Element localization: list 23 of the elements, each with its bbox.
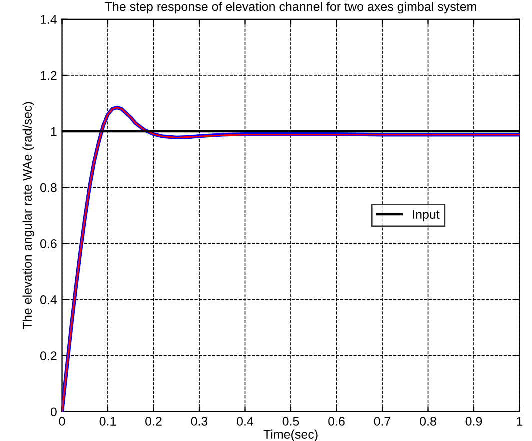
y-tick-label: 0 — [50, 408, 57, 417]
y-axis-title: The elevation angular rate WAe (rad/sec) — [22, 102, 34, 330]
x-axis-title: Time(sec) — [264, 430, 318, 441]
x-tick-label: 0.8 — [420, 417, 436, 426]
y-tick-label: 1.2 — [40, 71, 57, 80]
x-tick-label: 0 — [59, 417, 66, 426]
x-tick-label: 0.5 — [282, 417, 300, 426]
y-tick-label: 1 — [51, 127, 57, 136]
x-tick-label: 1 — [517, 417, 523, 426]
chart-title: The step response of elevation channel for two axes gimbal system — [105, 2, 476, 14]
x-tick-label: 0.3 — [191, 417, 208, 426]
y-tick-label: 0.4 — [40, 296, 58, 304]
x-tick-label: 0.1 — [100, 417, 116, 426]
x-tick-label: 0.9 — [466, 417, 482, 426]
legend-label: Input — [413, 210, 440, 222]
y-tick-label: 0.2 — [40, 352, 57, 360]
x-tick-label: 0.2 — [146, 417, 162, 426]
x-tick-label: 0.4 — [237, 417, 254, 426]
y-tick-label: 1.4 — [40, 15, 58, 24]
y-tick-label: 0.8 — [40, 183, 57, 192]
x-tick-label: 0.6 — [328, 417, 345, 426]
y-tick-label: 0.6 — [40, 239, 57, 248]
x-tick-label: 0.7 — [374, 417, 391, 426]
